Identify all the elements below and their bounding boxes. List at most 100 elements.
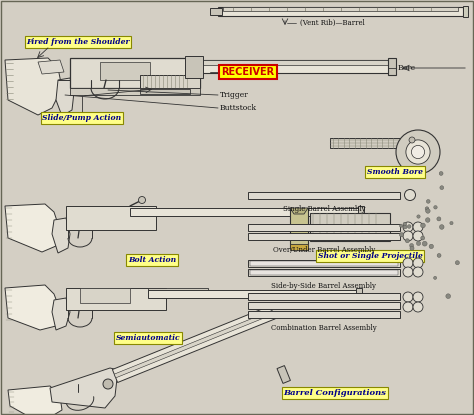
Circle shape [403,225,407,229]
FancyBboxPatch shape [100,62,150,80]
Circle shape [410,244,413,247]
Text: Side-by-Side Barrel Assembly: Side-by-Side Barrel Assembly [272,282,376,290]
Text: RECEIVER: RECEIVER [221,67,274,77]
Circle shape [413,292,423,302]
FancyBboxPatch shape [140,89,190,94]
Text: Trigger: Trigger [220,91,249,99]
FancyBboxPatch shape [248,192,400,199]
Circle shape [450,222,453,225]
Circle shape [420,223,425,228]
FancyBboxPatch shape [310,213,390,241]
FancyBboxPatch shape [66,288,166,310]
FancyBboxPatch shape [80,288,130,303]
Polygon shape [5,285,60,330]
Circle shape [413,222,423,232]
FancyBboxPatch shape [148,288,208,293]
FancyBboxPatch shape [250,270,398,275]
FancyBboxPatch shape [218,7,463,16]
FancyBboxPatch shape [358,206,364,218]
Circle shape [456,261,459,265]
Text: Combination Barrel Assembly: Combination Barrel Assembly [271,324,377,332]
Text: Slide/Pump Action: Slide/Pump Action [43,114,121,122]
Circle shape [403,292,413,302]
FancyBboxPatch shape [210,8,222,15]
Circle shape [404,190,416,200]
Text: Over/Under Barrel Assembly: Over/Under Barrel Assembly [273,246,375,254]
FancyBboxPatch shape [290,208,308,248]
FancyBboxPatch shape [248,260,400,267]
FancyBboxPatch shape [185,56,203,78]
Circle shape [417,242,420,245]
FancyBboxPatch shape [190,60,390,65]
Circle shape [403,222,413,232]
FancyBboxPatch shape [248,269,400,276]
Text: (Vent Rib)—Barrel: (Vent Rib)—Barrel [300,19,365,27]
Polygon shape [38,60,64,74]
Polygon shape [290,208,308,214]
Circle shape [421,236,425,240]
Circle shape [407,225,411,228]
Circle shape [409,137,415,143]
FancyBboxPatch shape [356,288,362,300]
Bar [463,6,468,17]
Circle shape [439,171,443,176]
Circle shape [403,302,413,312]
FancyBboxPatch shape [290,244,308,250]
Circle shape [417,215,420,218]
FancyBboxPatch shape [248,293,400,300]
Circle shape [439,225,444,229]
FancyBboxPatch shape [248,302,400,309]
Circle shape [411,145,425,159]
Circle shape [425,207,429,210]
Circle shape [422,241,427,246]
Circle shape [400,233,404,237]
Polygon shape [50,368,118,408]
Circle shape [403,231,413,241]
Circle shape [406,140,430,164]
Circle shape [403,222,407,226]
Text: Smooth Bore: Smooth Bore [367,168,423,176]
Polygon shape [114,310,273,378]
Circle shape [403,258,413,268]
FancyBboxPatch shape [223,7,458,11]
Circle shape [446,294,451,298]
FancyBboxPatch shape [330,138,410,148]
Circle shape [429,244,434,249]
Polygon shape [52,298,70,330]
Polygon shape [277,366,291,383]
Circle shape [434,276,437,279]
FancyBboxPatch shape [248,224,400,231]
Polygon shape [5,204,60,252]
Circle shape [413,302,423,312]
Circle shape [413,258,423,268]
Circle shape [434,205,437,209]
FancyBboxPatch shape [248,233,400,240]
Circle shape [396,130,440,174]
Text: Bore: Bore [398,64,416,72]
Text: Fired from the Shoulder: Fired from the Shoulder [26,38,130,46]
FancyBboxPatch shape [250,261,398,266]
Circle shape [427,200,430,203]
Circle shape [426,209,430,213]
Circle shape [440,186,444,190]
FancyBboxPatch shape [140,75,200,88]
FancyBboxPatch shape [248,311,400,318]
FancyBboxPatch shape [148,290,358,298]
Text: Barrel Configurations: Barrel Configurations [283,389,386,397]
Circle shape [400,224,402,227]
Circle shape [410,246,414,250]
Polygon shape [8,386,62,415]
Circle shape [437,217,441,221]
Text: Shot or Single Projectile: Shot or Single Projectile [318,252,422,260]
Polygon shape [52,218,70,253]
Circle shape [403,267,413,277]
Polygon shape [5,58,62,115]
Circle shape [413,231,423,241]
Polygon shape [56,78,74,116]
FancyBboxPatch shape [190,60,390,73]
FancyBboxPatch shape [66,206,156,230]
Text: Buttstock: Buttstock [220,104,257,112]
Text: Single Barrel Assembly: Single Barrel Assembly [283,205,365,213]
Polygon shape [112,306,275,383]
Circle shape [413,267,423,277]
